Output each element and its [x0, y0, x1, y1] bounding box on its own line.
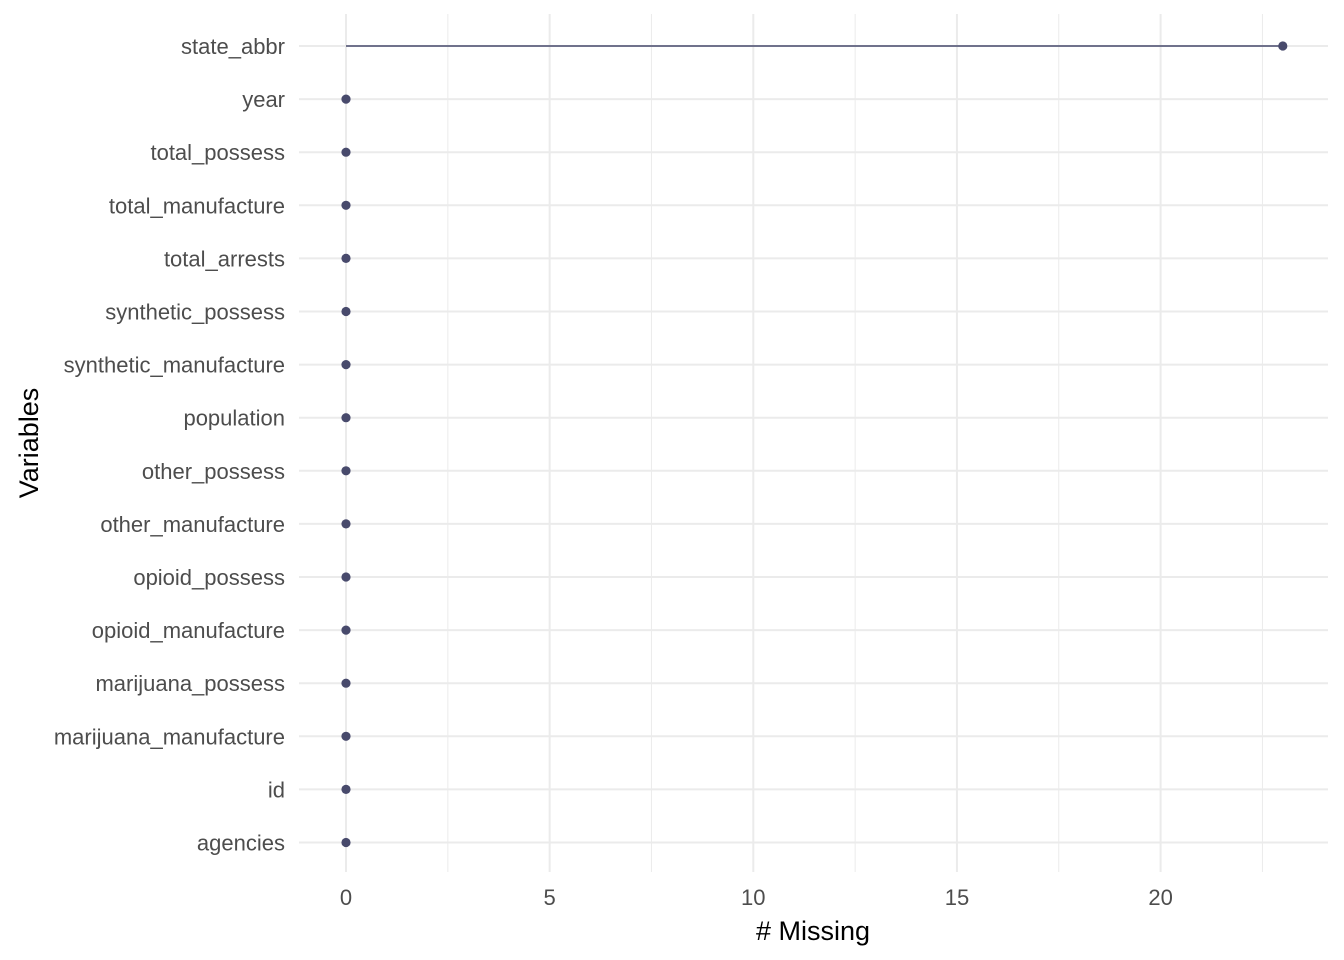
x-tick-label: 20	[1148, 885, 1172, 910]
lollipop-point	[341, 94, 351, 104]
category-label: agencies	[197, 831, 285, 856]
lollipop-point	[341, 253, 351, 263]
category-label: population	[183, 406, 285, 431]
lollipop-point	[341, 784, 351, 795]
category-label: year	[242, 87, 285, 112]
category-label: synthetic_manufacture	[64, 353, 285, 378]
x-tick-label: 0	[340, 885, 352, 910]
category-label: synthetic_possess	[105, 300, 285, 325]
lollipop-point	[341, 360, 351, 370]
lollipop-point	[341, 466, 351, 476]
category-label: total_possess	[150, 140, 285, 165]
lollipop-point	[341, 413, 351, 423]
lollipop-point	[341, 147, 351, 157]
category-label: id	[268, 777, 285, 802]
x-tick-label: 5	[544, 885, 556, 910]
lollipop-point	[341, 200, 351, 210]
x-tick-label: 15	[945, 885, 969, 910]
grid-lines	[299, 14, 1328, 872]
category-label: other_possess	[142, 459, 285, 484]
lollipop-point	[341, 519, 351, 529]
lollipop-point	[341, 678, 351, 688]
category-label: marijuana_manufacture	[54, 724, 285, 749]
lollipop-point	[341, 306, 351, 317]
lollipop-point	[341, 625, 351, 635]
x-tick-label: 10	[741, 885, 765, 910]
lollipop-point	[341, 837, 351, 848]
category-label: opioid_manufacture	[92, 618, 285, 643]
category-label: state_abbr	[181, 34, 285, 59]
x-tick-labels: 0 5 10 15 20	[340, 885, 1173, 910]
x-axis-title: # Missing	[756, 916, 870, 946]
lollipop-point	[1278, 41, 1288, 51]
category-label: opioid_possess	[133, 565, 285, 590]
lollipop-point	[341, 731, 351, 741]
category-label: other_manufacture	[100, 512, 285, 537]
category-label: total_manufacture	[109, 193, 285, 218]
lollipop-point	[341, 572, 351, 582]
y-axis-title: Variables	[14, 388, 44, 499]
category-label: total_arrests	[164, 246, 285, 271]
chart-marks	[341, 41, 1288, 848]
category-label: marijuana_possess	[95, 671, 285, 696]
